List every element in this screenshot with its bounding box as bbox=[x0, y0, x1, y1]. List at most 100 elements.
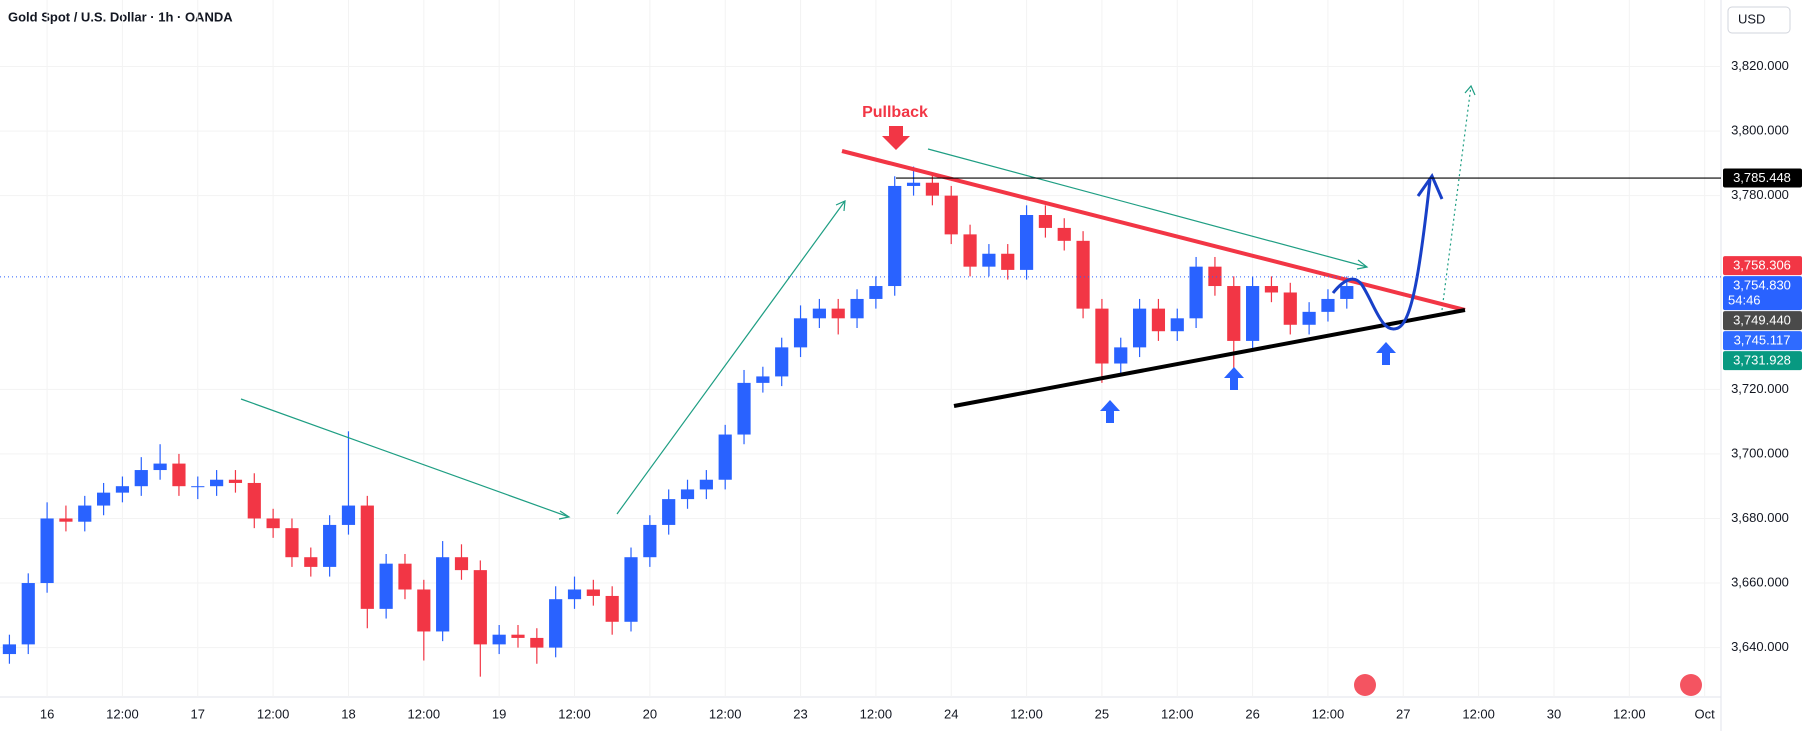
event-flag[interactable] bbox=[1680, 674, 1702, 696]
countdown-label: 54:46 bbox=[1728, 293, 1761, 308]
price-tag bbox=[1723, 311, 1802, 331]
candle-body bbox=[1114, 347, 1128, 364]
candle-body bbox=[304, 557, 318, 567]
x-tick-label: 20 bbox=[643, 706, 657, 721]
candle-body bbox=[266, 518, 280, 529]
up-arrow bbox=[1376, 342, 1396, 365]
x-tick-label: 16 bbox=[40, 706, 54, 721]
y-tick-label: 3,720.000 bbox=[1731, 381, 1789, 396]
candle-body bbox=[1246, 286, 1260, 341]
x-tick-label: 17 bbox=[191, 706, 205, 721]
candle-body bbox=[341, 505, 356, 525]
price-tag bbox=[1723, 351, 1802, 371]
price-tag bbox=[1723, 276, 1802, 311]
candle-body bbox=[1283, 292, 1297, 325]
y-tick-label: 3,700.000 bbox=[1731, 445, 1789, 460]
candle-body bbox=[737, 382, 751, 435]
arrow-head bbox=[835, 200, 846, 212]
candle-body bbox=[869, 286, 883, 299]
candle-body bbox=[59, 518, 73, 522]
candle-body bbox=[699, 479, 713, 490]
candle-body bbox=[888, 185, 902, 287]
currency-label[interactable]: USD bbox=[1738, 11, 1765, 26]
y-tick-label: 3,780.000 bbox=[1731, 187, 1789, 202]
up-arrow bbox=[1100, 400, 1120, 423]
trend-arrow bbox=[240, 398, 570, 518]
candle-body bbox=[285, 528, 299, 558]
price-tag-label: 3,745.117 bbox=[1734, 333, 1791, 348]
x-tick-label: 12:00 bbox=[1312, 706, 1345, 721]
candle-body bbox=[228, 479, 243, 483]
candle-body bbox=[417, 589, 431, 632]
candle-body bbox=[2, 644, 17, 655]
candle-body bbox=[812, 308, 826, 319]
projection-path bbox=[1331, 179, 1432, 331]
price-tag-label: 3,731.928 bbox=[1733, 353, 1791, 368]
candle-body bbox=[454, 557, 469, 571]
currency-button[interactable] bbox=[1727, 6, 1791, 34]
candle-body bbox=[1302, 311, 1316, 325]
candle-body bbox=[1321, 298, 1335, 312]
trend-arrow bbox=[927, 148, 1368, 268]
candle-body bbox=[210, 479, 224, 487]
candle-body bbox=[360, 505, 374, 609]
series-layer bbox=[0, 0, 1721, 697]
candle-body bbox=[1264, 286, 1279, 293]
candle-body bbox=[662, 499, 676, 525]
support-line bbox=[953, 308, 1466, 408]
price-tag bbox=[1723, 168, 1802, 188]
arrow-head bbox=[558, 510, 571, 520]
x-tick-label: 12:00 bbox=[106, 706, 139, 721]
x-tick-label: 12:00 bbox=[1462, 706, 1495, 721]
candle-body bbox=[831, 308, 845, 319]
candle-body bbox=[1057, 227, 1071, 241]
y-tick-label: 3,680.000 bbox=[1731, 510, 1789, 525]
candle-body bbox=[1340, 286, 1354, 299]
event-flag[interactable] bbox=[1354, 674, 1376, 696]
y-tick-label: 3,820.000 bbox=[1731, 58, 1789, 73]
candle-body bbox=[115, 486, 130, 493]
candle-body bbox=[492, 634, 506, 645]
x-tick-label: 24 bbox=[944, 706, 958, 721]
candle-body bbox=[982, 253, 996, 267]
candle-body bbox=[1076, 240, 1090, 309]
candle-body bbox=[1019, 215, 1034, 270]
candle-body bbox=[1132, 308, 1147, 348]
candle-body bbox=[1151, 308, 1166, 332]
candle-body bbox=[134, 470, 148, 487]
candle-body bbox=[963, 234, 977, 267]
candle-body bbox=[1227, 286, 1241, 341]
x-tick-label: Oct bbox=[1695, 706, 1716, 721]
x-tick-label: 12:00 bbox=[558, 706, 591, 721]
candle-body bbox=[1001, 253, 1015, 270]
candle-body bbox=[718, 434, 732, 480]
x-tick-label: 19 bbox=[492, 706, 506, 721]
price-tag bbox=[1723, 331, 1802, 351]
candle-body bbox=[567, 589, 582, 600]
candle-body bbox=[793, 318, 808, 348]
price-tag-label: 3,754.830 bbox=[1733, 278, 1791, 293]
candle-body bbox=[1189, 266, 1203, 319]
x-tick-label: 18 bbox=[341, 706, 355, 721]
price-tag bbox=[1723, 256, 1802, 276]
candle-body bbox=[925, 182, 939, 196]
up-arrow bbox=[1224, 367, 1244, 390]
x-tick-label: 25 bbox=[1095, 706, 1109, 721]
candle-body bbox=[511, 634, 525, 638]
candle-body bbox=[97, 492, 111, 506]
x-tick-label: 12:00 bbox=[1161, 706, 1194, 721]
candle-body bbox=[1170, 318, 1184, 332]
arrow-head bbox=[1416, 172, 1444, 200]
candle-body bbox=[379, 563, 393, 609]
candle-body bbox=[906, 182, 921, 186]
candle-body bbox=[775, 347, 789, 377]
candle-body bbox=[78, 505, 92, 522]
x-tick-label: 12:00 bbox=[709, 706, 742, 721]
candle-body bbox=[643, 524, 657, 558]
candle-body bbox=[436, 557, 450, 632]
x-tick-label: 27 bbox=[1396, 706, 1410, 721]
x-tick-label: 12:00 bbox=[257, 706, 290, 721]
x-tick-label: 12:00 bbox=[408, 706, 441, 721]
trend-arrow bbox=[616, 200, 846, 515]
